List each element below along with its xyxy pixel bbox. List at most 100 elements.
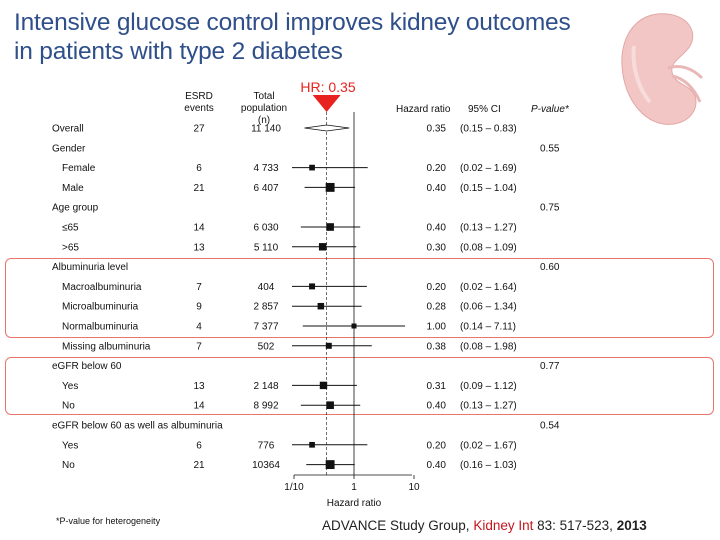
- row-ci: (0.08 – 1.09): [460, 242, 517, 253]
- albuminuria-highlight-box: [5, 258, 714, 338]
- row-events: 7: [196, 282, 202, 293]
- row-hr: 0.40: [427, 183, 447, 194]
- x-axis-label: Hazard ratio: [327, 498, 382, 509]
- row-events: 21: [193, 460, 205, 471]
- estimate-marker: [326, 401, 334, 410]
- row-ci: (0.15 – 1.04): [460, 183, 517, 194]
- row-label: >65: [62, 242, 79, 253]
- estimate-marker: [325, 342, 332, 349]
- row-ci: (0.06 – 1.34): [460, 302, 517, 313]
- egfr-highlight-box: [5, 357, 714, 415]
- ref-authors: ADVANCE Study Group,: [322, 518, 474, 533]
- row-label: ≤65: [62, 223, 79, 234]
- row-total: 776: [258, 440, 275, 451]
- row-events: 14: [193, 401, 205, 412]
- row-ci: (0.09 – 1.12): [460, 381, 517, 392]
- col-header-total: Total population (n): [240, 91, 288, 126]
- row-ci: (0.14 – 7.11): [460, 322, 516, 333]
- row-total: 7 377: [253, 322, 278, 333]
- row-ci: (0.13 – 1.27): [460, 223, 517, 234]
- row-label: No: [62, 460, 75, 471]
- estimate-marker: [325, 460, 335, 470]
- row-events: 13: [193, 381, 205, 392]
- row-total: 2 857: [253, 302, 278, 313]
- row-total: 502: [258, 341, 275, 352]
- row-ci: (0.08 – 1.98): [460, 341, 517, 352]
- col-header-p: P-value*: [531, 104, 569, 115]
- row-label: eGFR below 60: [52, 361, 122, 372]
- row-label: Age group: [52, 203, 99, 214]
- row-total: 8 992: [253, 401, 278, 412]
- row-events: 27: [193, 124, 205, 135]
- row-events: 6: [196, 163, 202, 174]
- row-events: 21: [193, 183, 205, 194]
- row-hr: 0.28: [427, 302, 447, 313]
- row-hr: 0.40: [427, 401, 447, 412]
- overall-diamond: [304, 124, 350, 132]
- row-hr: 0.40: [427, 460, 447, 471]
- row-ci: (0.02 – 1.64): [460, 282, 517, 293]
- row-label: Yes: [62, 440, 78, 451]
- row-ci: (0.02 – 1.67): [460, 440, 517, 451]
- row-label: Yes: [62, 381, 78, 392]
- row-ci: (0.13 – 1.27): [460, 401, 517, 412]
- row-p-value: 0.77: [540, 361, 560, 372]
- row-ci: (0.15 – 0.83): [460, 124, 517, 135]
- row-label: Microalbuminuria: [62, 302, 139, 313]
- row-label: No: [62, 401, 75, 412]
- estimate-marker: [351, 323, 357, 329]
- row-p-value: 0.75: [540, 203, 560, 214]
- row-total: 4 733: [253, 163, 278, 174]
- row-label: Albuminuria level: [52, 262, 128, 273]
- col-header-hr: Hazard ratio: [396, 104, 451, 115]
- ref-details: 83: 517-523,: [533, 518, 617, 533]
- row-total: 11 140: [251, 124, 281, 135]
- row-events: 13: [193, 242, 205, 253]
- row-ci: (0.16 – 1.03): [460, 460, 517, 471]
- reference-citation: ADVANCE Study Group, Kidney Int 83: 517-…: [322, 518, 647, 533]
- row-hr: 0.20: [427, 440, 447, 451]
- row-hr: 0.30: [427, 242, 447, 253]
- row-hr: 1.00: [427, 322, 447, 333]
- row-total: 2 148: [253, 381, 278, 392]
- row-hr: 0.38: [427, 341, 447, 352]
- row-events: 6: [196, 440, 202, 451]
- estimate-marker: [309, 283, 316, 290]
- hr-callout-pointer: [312, 95, 341, 112]
- slide-title: Intensive glucose control improves kidne…: [14, 9, 571, 65]
- row-label: Macroalbuminuria: [62, 282, 142, 293]
- row-total: 10364: [252, 460, 280, 471]
- row-ci: (0.02 – 1.69): [460, 163, 517, 174]
- hr-callout: HR: 0.35: [300, 79, 356, 95]
- row-p-value: 0.55: [540, 143, 560, 154]
- row-label: Male: [62, 183, 84, 194]
- row-hr: 0.20: [427, 163, 447, 174]
- row-label: Normalbuminuria: [62, 322, 139, 333]
- x-tick-label: 1: [351, 482, 357, 493]
- row-label: eGFR below 60 as well as albuminuria: [52, 421, 223, 432]
- row-total: 5 110: [254, 242, 279, 253]
- row-label: Missing albuminuria: [62, 341, 151, 352]
- row-hr: 0.40: [427, 223, 447, 234]
- row-hr: 0.31: [427, 381, 447, 392]
- row-label: Gender: [52, 143, 86, 154]
- row-label: Overall: [52, 124, 84, 135]
- row-events: 7: [196, 341, 202, 352]
- col-header-events: ESRD events: [184, 91, 214, 114]
- x-tick-label: 1/10: [284, 482, 304, 493]
- ref-year: 2013: [616, 518, 647, 533]
- x-tick-label: 10: [408, 482, 420, 493]
- estimate-marker: [317, 302, 325, 310]
- col-header-ci: 95% CI: [468, 104, 501, 115]
- kidney-icon: [621, 13, 704, 125]
- row-label: Female: [62, 163, 96, 174]
- row-p-value: 0.54: [540, 421, 560, 432]
- row-total: 404: [258, 282, 275, 293]
- estimate-marker: [325, 182, 335, 192]
- row-total: 6 030: [253, 223, 278, 234]
- estimate-marker: [318, 243, 327, 251]
- estimate-marker: [319, 381, 328, 390]
- row-hr: 0.35: [427, 124, 447, 135]
- row-events: 4: [196, 322, 202, 333]
